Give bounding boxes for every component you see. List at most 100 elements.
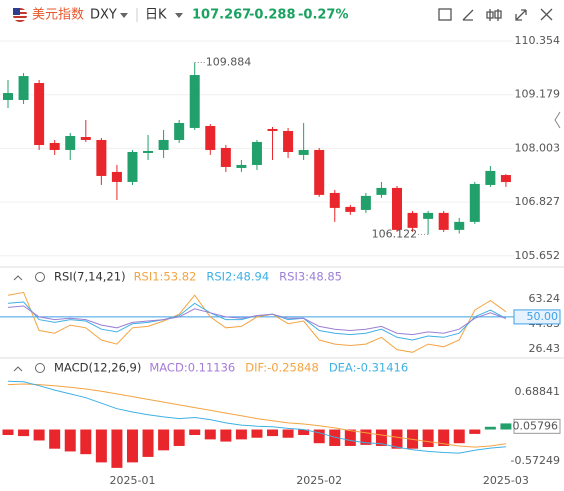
change-pct: -0.27% xyxy=(298,8,349,23)
macd-bar xyxy=(111,429,123,468)
rsi-line xyxy=(7,291,507,353)
symbol-name[interactable]: 美元指数 xyxy=(32,8,84,23)
tool-icon[interactable] xyxy=(486,9,502,21)
y-tick-label: -0.57249 xyxy=(511,454,560,467)
macd-bar xyxy=(2,429,14,435)
flag-icon xyxy=(13,8,27,22)
candle-body xyxy=(329,192,340,208)
settings-icon[interactable] xyxy=(35,272,45,282)
candle-body xyxy=(96,139,107,176)
candle-body xyxy=(376,187,387,195)
candle-body xyxy=(407,212,418,228)
candle-body xyxy=(454,221,465,230)
legend-entry: RSI1:53.82 xyxy=(134,270,197,284)
candle-body xyxy=(18,76,29,101)
candle-body xyxy=(111,171,122,182)
candle-body xyxy=(392,187,402,230)
macd-bar xyxy=(204,429,216,440)
x-tick-label: 2025-01 xyxy=(109,474,155,487)
symbol-code[interactable]: DXY xyxy=(90,8,117,23)
macd-bar xyxy=(344,429,356,446)
legend-entry: DIF:-0.25848 xyxy=(245,361,319,375)
tool-icon[interactable] xyxy=(462,9,474,21)
legend-entry: RSI2:48.94 xyxy=(206,270,269,284)
macd-bar xyxy=(500,423,512,430)
panel-title: MACD(12,26,9) xyxy=(54,361,141,375)
y-tick-label: 63.24 xyxy=(529,292,561,305)
macd-bar xyxy=(329,429,341,446)
tool-icon[interactable] xyxy=(540,8,553,21)
highlight-label: 0.05796 xyxy=(513,419,559,432)
change: -0.288 xyxy=(249,8,296,23)
candle-body xyxy=(236,164,247,168)
macd-bar xyxy=(313,429,325,444)
dropdown-arrow[interactable] xyxy=(175,13,183,18)
candle-body xyxy=(49,142,60,150)
candle-body xyxy=(485,170,496,185)
macd-bar xyxy=(158,429,170,451)
candle-body xyxy=(345,206,356,212)
macd-bar xyxy=(33,429,45,441)
y-tick-label: 105.652 xyxy=(515,249,561,262)
macd-bar xyxy=(375,429,387,446)
candle-body xyxy=(3,93,13,101)
candle-body xyxy=(267,128,278,131)
macd-bar xyxy=(126,429,138,463)
macd-bar xyxy=(189,429,201,435)
reference-label-box xyxy=(513,309,561,325)
side-toggle[interactable] xyxy=(554,111,561,129)
settings-icon[interactable] xyxy=(35,363,45,373)
candle-body xyxy=(469,183,480,222)
candle-body xyxy=(298,149,309,155)
period[interactable]: 日K xyxy=(145,8,167,23)
toolbar xyxy=(438,8,553,21)
candle-body xyxy=(314,149,325,195)
macd-bar xyxy=(282,429,294,438)
macd-line xyxy=(7,383,506,448)
macd-bar xyxy=(453,429,465,444)
legend-entry: DEA:-0.31416 xyxy=(329,361,408,375)
macd-bar xyxy=(220,429,232,442)
tool-icon[interactable] xyxy=(438,8,452,21)
x-tick-label: 2025-03 xyxy=(483,474,529,487)
macd-bar xyxy=(173,429,185,446)
macd-bar xyxy=(484,426,496,430)
collapse-icon[interactable] xyxy=(13,275,23,281)
candle-body xyxy=(158,139,169,150)
macd-bar xyxy=(469,429,481,434)
candle-body xyxy=(283,130,294,152)
candle-body xyxy=(360,195,371,210)
macd-bar xyxy=(49,429,61,449)
dropdown-arrow[interactable] xyxy=(120,13,128,18)
candle-body xyxy=(65,135,76,150)
candle-body xyxy=(143,150,154,153)
y-tick-label: 26.43 xyxy=(529,342,561,355)
macd-bar xyxy=(235,429,247,440)
macd-bar xyxy=(95,429,107,463)
tool-icon[interactable] xyxy=(515,9,527,21)
candle-body xyxy=(189,75,200,128)
candle-body xyxy=(438,212,449,230)
macd-bar xyxy=(298,429,310,435)
legend-entry: MACD:0.11136 xyxy=(149,361,235,375)
macd-bar xyxy=(438,429,450,446)
macd-bar xyxy=(391,429,403,449)
macd-bar xyxy=(251,429,263,438)
highlight-box xyxy=(513,418,561,434)
candle-body xyxy=(174,122,185,140)
collapse-icon[interactable] xyxy=(13,366,23,372)
macd-bar xyxy=(64,429,76,452)
y-tick-label: 0.68841 xyxy=(515,385,561,398)
candle-body xyxy=(205,125,216,150)
legend-entry: RSI3:48.85 xyxy=(279,270,342,284)
high-label: 109.884 xyxy=(206,56,252,69)
macd-bar xyxy=(267,429,279,437)
y-tick-label: 110.354 xyxy=(515,34,561,47)
macd-bar xyxy=(18,429,30,437)
candle-body xyxy=(251,141,262,165)
candle-body xyxy=(80,137,91,140)
panel-title: RSI(7,14,21) xyxy=(54,270,126,284)
x-tick-label: 2025-02 xyxy=(296,474,342,487)
